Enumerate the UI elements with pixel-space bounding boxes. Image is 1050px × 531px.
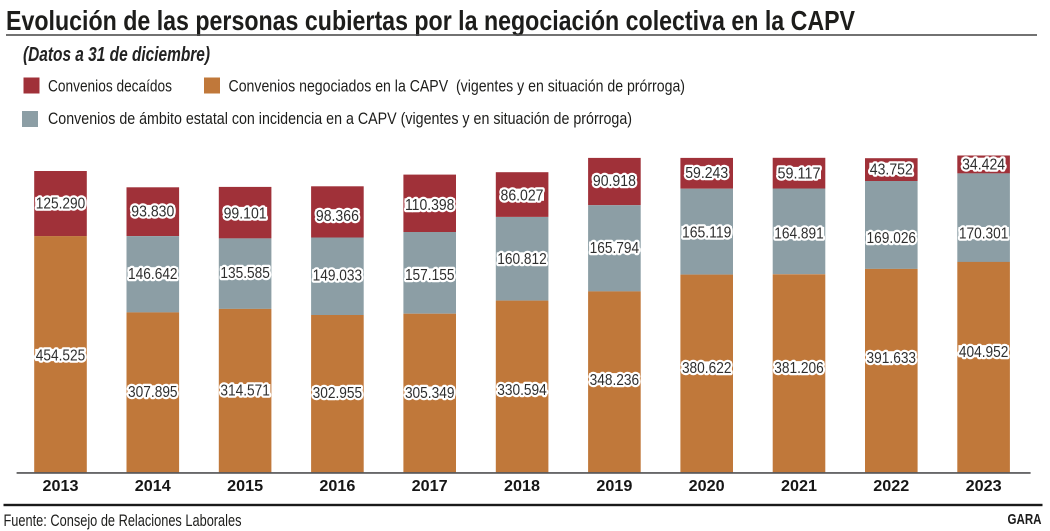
svg-text:165.119: 165.119 [682,225,732,242]
svg-text:157.155: 157.155 [405,267,455,284]
svg-text:Convenios decaídos: Convenios decaídos [48,77,172,95]
svg-text:86.027: 86.027 [501,187,544,204]
svg-text:160.812: 160.812 [497,251,547,268]
svg-text:59.243: 59.243 [685,165,728,182]
svg-text:Convenios negociados en la CAP: Convenios negociados en la CAPV (vigente… [229,77,686,95]
svg-text:2015: 2015 [227,478,263,495]
svg-text:146.642: 146.642 [128,266,178,283]
svg-text:2018: 2018 [504,478,540,495]
svg-text:302.955: 302.955 [313,385,363,402]
svg-text:135.585: 135.585 [220,265,270,282]
svg-text:404.952: 404.952 [959,344,1009,361]
svg-text:454.525: 454.525 [36,348,86,365]
svg-text:2013: 2013 [43,478,79,495]
svg-text:93.830: 93.830 [131,204,174,221]
svg-text:391.633: 391.633 [867,350,917,367]
svg-text:2014: 2014 [135,478,171,495]
svg-text:125.290: 125.290 [36,196,86,213]
svg-text:169.026: 169.026 [867,230,917,247]
svg-text:348.236: 348.236 [590,372,640,389]
svg-text:170.301: 170.301 [959,226,1009,243]
svg-text:98.366: 98.366 [316,208,359,225]
svg-text:34.424: 34.424 [962,156,1005,173]
svg-text:Evolución de las personas cubi: Evolución de las personas cubiertas por … [6,5,855,36]
svg-text:2016: 2016 [319,478,355,495]
svg-text:314.571: 314.571 [220,383,270,400]
svg-text:305.349: 305.349 [405,385,455,402]
svg-text:(Datos a 31 de diciembre): (Datos a 31 de diciembre) [23,44,210,66]
svg-text:2023: 2023 [966,478,1002,495]
svg-text:2020: 2020 [689,478,725,495]
svg-text:59.117: 59.117 [778,166,821,183]
svg-text:90.918: 90.918 [593,173,636,190]
svg-text:Fuente: Consejo de Relaciones: Fuente: Consejo de Relaciones Laborales [4,511,242,530]
svg-text:164.891: 164.891 [774,226,824,243]
svg-text:330.594: 330.594 [497,382,547,399]
svg-text:2017: 2017 [412,478,448,495]
svg-text:2019: 2019 [596,478,632,495]
svg-text:GARA: GARA [1008,512,1042,528]
svg-text:149.033: 149.033 [313,268,363,285]
svg-text:110.398: 110.398 [405,197,455,214]
svg-text:43.752: 43.752 [870,161,913,178]
svg-text:Convenios de ámbito estatal co: Convenios de ámbito estatal con incidenc… [48,110,632,128]
svg-text:99.101: 99.101 [224,206,267,223]
svg-text:381.206: 381.206 [774,360,824,377]
svg-text:2022: 2022 [873,478,909,495]
svg-text:380.622: 380.622 [682,360,732,377]
svg-text:307.895: 307.895 [128,384,178,401]
svg-text:2021: 2021 [781,478,817,495]
svg-text:165.794: 165.794 [590,240,640,257]
